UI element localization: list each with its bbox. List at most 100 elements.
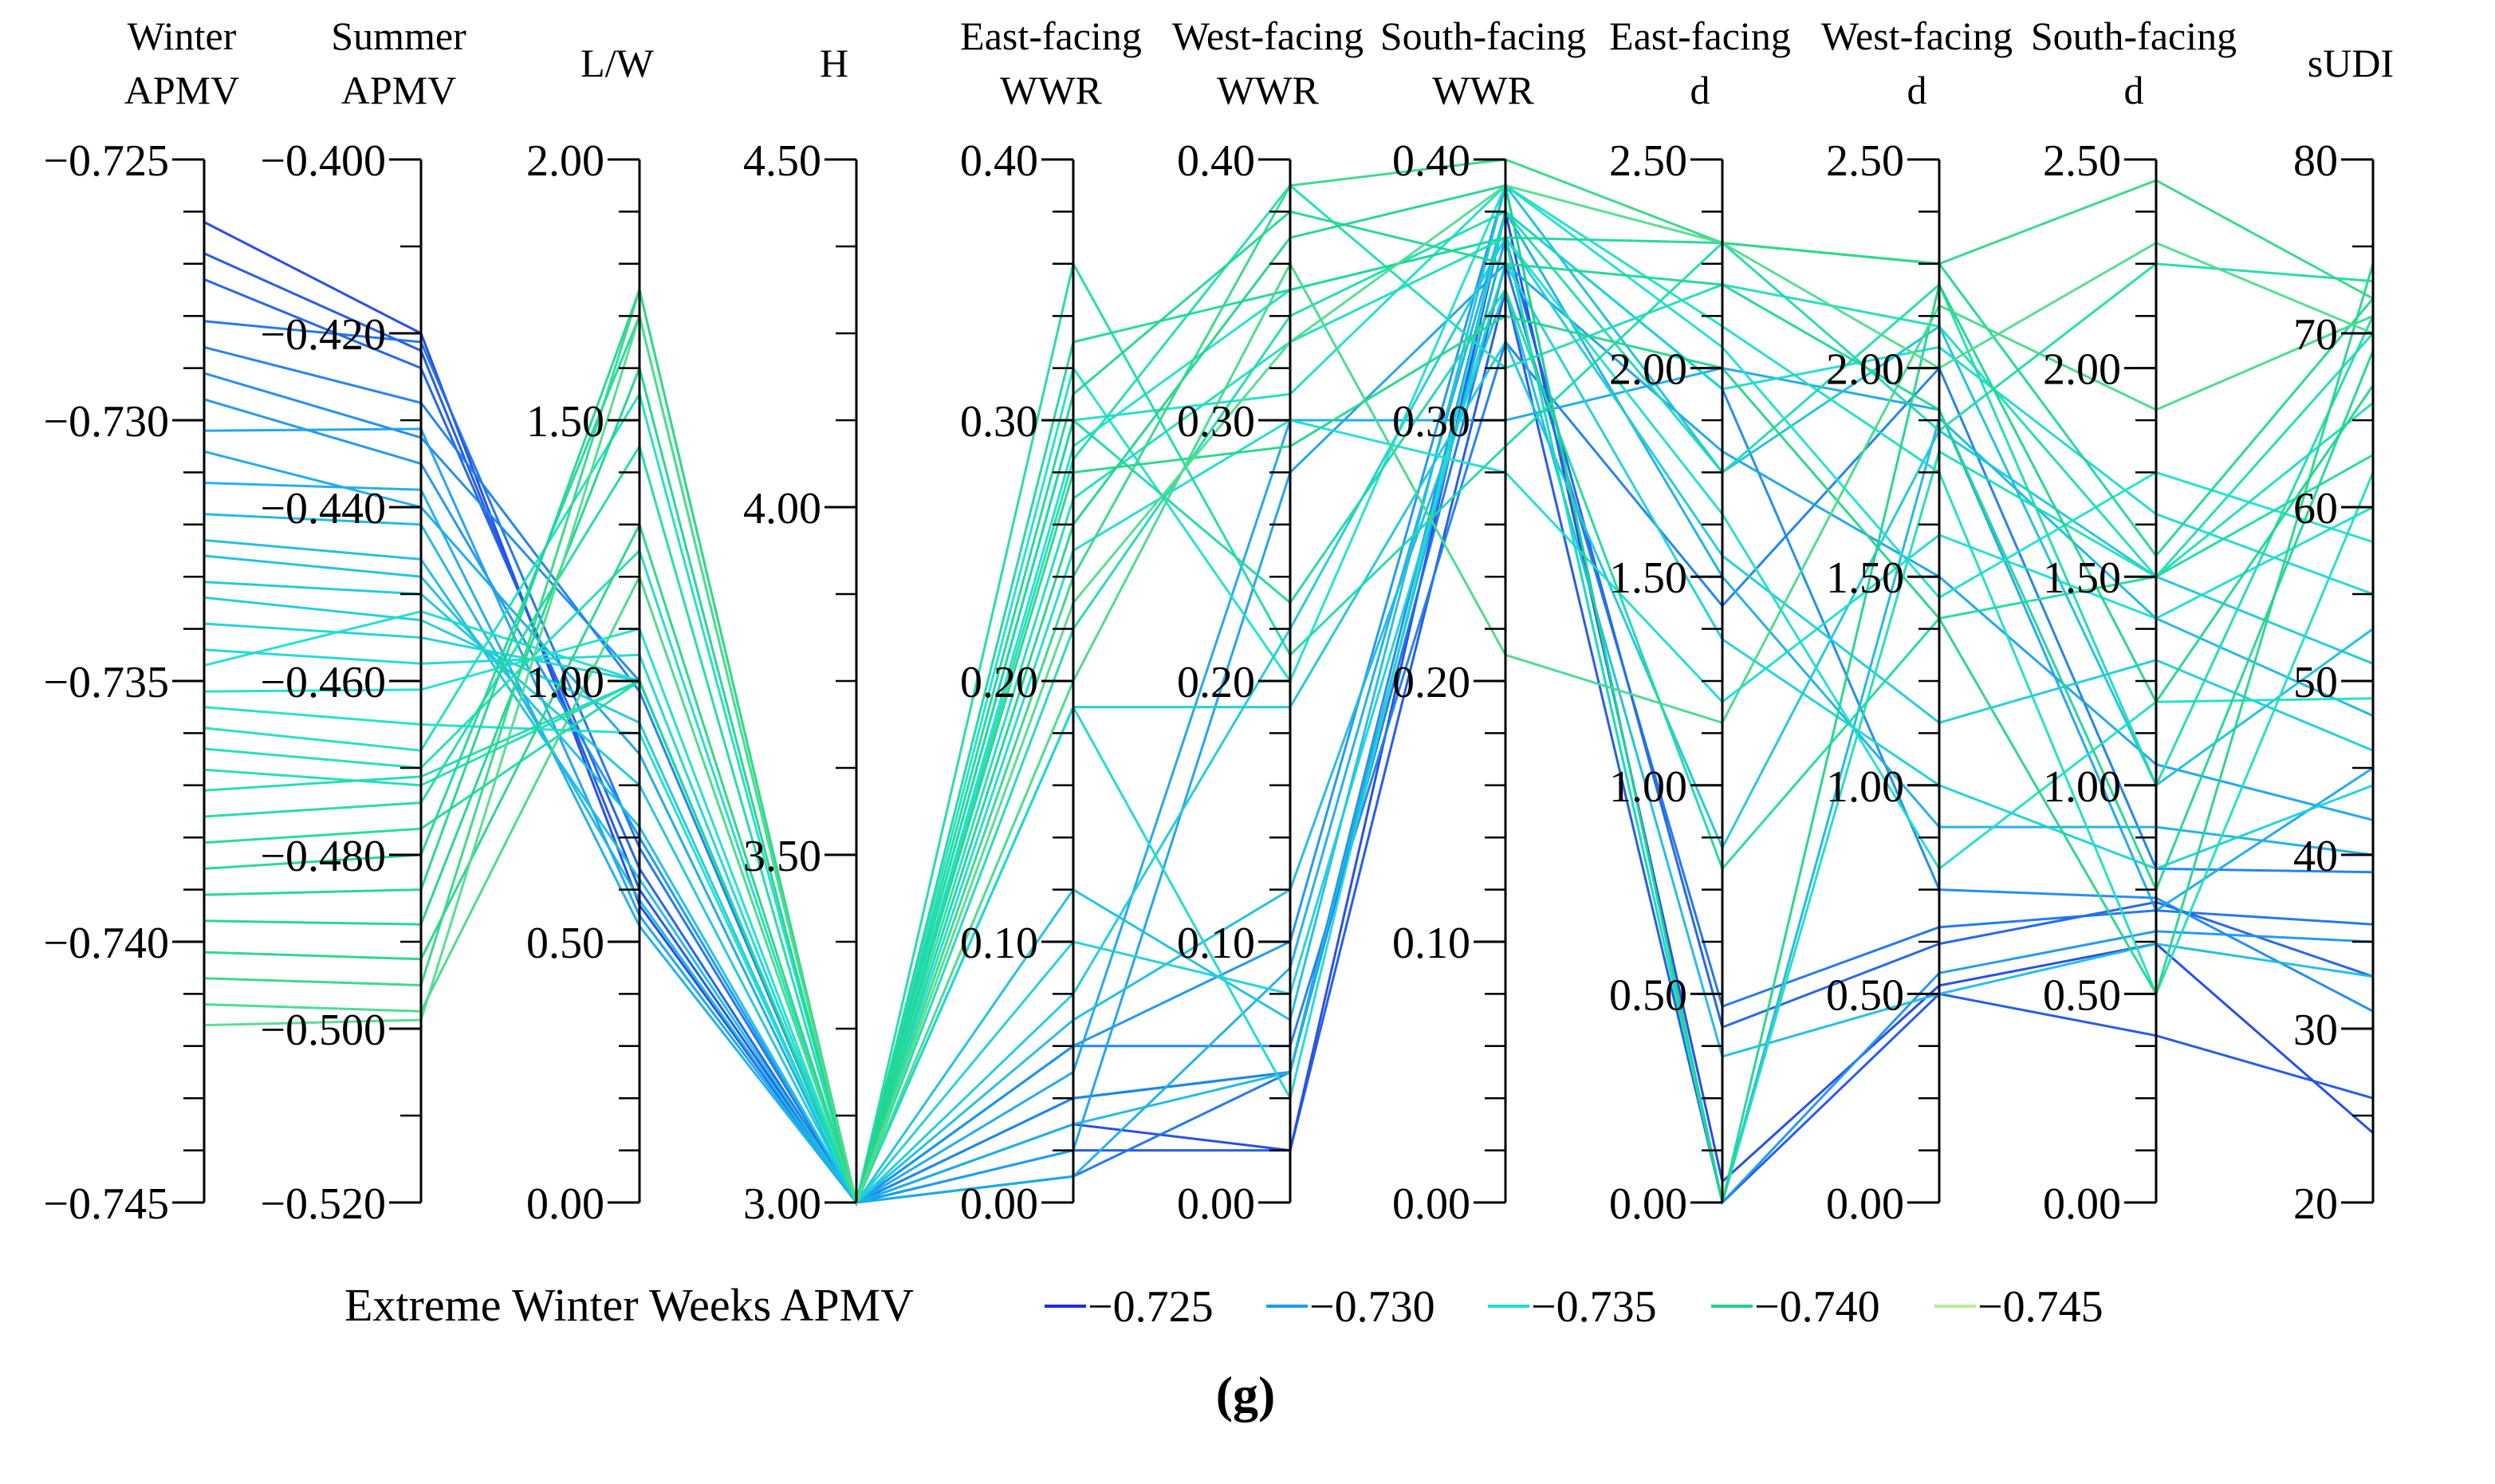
tick-label: 0.40	[1392, 136, 1470, 186]
tick-label: 2.00	[2043, 345, 2121, 395]
tick-label: 20	[2293, 1179, 2338, 1229]
axis-east_wwr: 0.40 0.30 0.20 0.10 0.00 East-facing WWR	[960, 14, 1142, 1229]
tick-label: 0.40	[1177, 136, 1255, 186]
tick-label: −0.520	[260, 1179, 386, 1229]
axis-sudi: 80 70 60 50 40 30 20 sUDI	[2293, 41, 2394, 1229]
tick-label: 2.50	[1826, 136, 1904, 186]
tick-label: 2.00	[1826, 345, 1904, 395]
axis-title: L/W	[580, 41, 654, 85]
axis-winter_apmv: −0.725 −0.730 −0.735 −0.740 −0.745 Winter APMV	[43, 14, 239, 1229]
tick-label: 0.00	[960, 1179, 1038, 1229]
axis-lw: 2.00 1.50 1.00 0.50 0.00 L/W	[526, 41, 655, 1229]
axis-title: H	[820, 41, 848, 85]
legend-label: −0.740	[1754, 1282, 1880, 1332]
axis-title: South-facing	[1380, 14, 1586, 58]
tick-label: 1.50	[526, 397, 604, 447]
tick-label: 0.10	[1177, 919, 1255, 968]
tick-label: 0.30	[960, 397, 1038, 447]
tick-label: 0.20	[960, 658, 1038, 707]
tick-label: 80	[2293, 136, 2338, 186]
axis-title: East-facing	[960, 14, 1142, 58]
legend-entry: −0.740	[1711, 1282, 1880, 1332]
tick-label: 0.00	[1392, 1179, 1470, 1229]
tick-label: −0.420	[260, 310, 386, 360]
tick-label: 0.30	[1177, 397, 1255, 447]
axis-title: WWR	[1432, 68, 1534, 112]
tick-label: 1.50	[1826, 553, 1904, 603]
axis-south_d: 2.50 2.00 1.50 1.00 0.50 0.00 South-facing d	[2031, 14, 2237, 1229]
tick-label: 2.00	[1609, 345, 1687, 395]
axis-south_wwr: 0.40 0.30 0.20 0.10 0.00 South-facing WWR	[1380, 14, 1586, 1229]
tick-label: 0.00	[1826, 1179, 1904, 1229]
tick-label: −0.500	[260, 1006, 386, 1055]
axis-title: WWR	[1000, 68, 1102, 112]
tick-label: −0.400	[260, 136, 386, 186]
tick-label: 0.50	[1826, 970, 1904, 1020]
tick-label: 3.00	[743, 1179, 821, 1229]
axis-title: APMV	[124, 68, 239, 112]
legend-label: −0.725	[1088, 1282, 1214, 1332]
tick-label: −0.735	[43, 658, 169, 707]
axis-title: sUDI	[2308, 41, 2394, 85]
axis-west_wwr: 0.40 0.30 0.20 0.10 0.00 West-facing WWR	[1172, 14, 1364, 1229]
tick-label: 2.00	[526, 136, 604, 186]
axis-title: West-facing	[1172, 14, 1364, 58]
color-legend: Extreme Winter Weeks APMV −0.725 −0.730 −0…	[344, 1279, 2103, 1332]
tick-label: 4.50	[743, 136, 821, 186]
tick-label: 0.50	[526, 919, 604, 968]
tick-label: 0.10	[1392, 919, 1470, 968]
tick-label: 50	[2293, 658, 2338, 707]
legend-entry: −0.745	[1934, 1282, 2103, 1332]
tick-label: 1.00	[1826, 762, 1904, 812]
tick-label: −0.460	[260, 658, 386, 707]
tick-label: 0.10	[960, 919, 1038, 968]
axis-title: d	[2124, 68, 2144, 112]
legend-title: Extreme Winter Weeks APMV	[344, 1279, 914, 1331]
tick-label: 30	[2293, 1006, 2338, 1055]
tick-label: 1.50	[2043, 553, 2121, 603]
tick-label: 1.50	[1609, 553, 1687, 603]
tick-label: 40	[2293, 832, 2338, 881]
axis-title: d	[1907, 68, 1927, 112]
tick-label: 2.50	[1609, 136, 1687, 186]
tick-label: 0.00	[526, 1179, 604, 1229]
tick-label: 1.00	[2043, 762, 2121, 812]
axis-title: Winter	[128, 14, 237, 58]
axis-h: 4.50 4.00 3.50 3.00 H	[743, 41, 858, 1229]
legend-label: −0.745	[1978, 1282, 2103, 1332]
tick-label: 4.00	[743, 484, 821, 533]
tick-label: −0.440	[260, 484, 386, 533]
axis-west_d: 2.50 2.00 1.50 1.00 0.50 0.00 West-facing d	[1821, 14, 2013, 1229]
tick-label: 1.00	[526, 658, 604, 707]
legend-entry: −0.735	[1488, 1282, 1657, 1332]
tick-label: 0.20	[1392, 658, 1470, 707]
tick-label: 70	[2293, 310, 2338, 360]
tick-label: 0.20	[1177, 658, 1255, 707]
axis-title: South-facing	[2031, 14, 2237, 58]
tick-label: 60	[2293, 484, 2338, 533]
tick-label: 0.30	[1392, 397, 1470, 447]
axis-title: APMV	[341, 68, 456, 112]
axis-east_d: 2.50 2.00 1.50 1.00 0.50 0.00 East-facing d	[1609, 14, 1791, 1229]
tick-label: −0.740	[43, 919, 169, 968]
tick-label: 0.50	[2043, 970, 2121, 1020]
tick-label: 0.00	[1609, 1179, 1687, 1229]
tick-label: −0.480	[260, 832, 386, 881]
tick-label: 3.50	[743, 832, 821, 881]
axis-summer_apmv: −0.400 −0.420 −0.440 −0.460 −0.480 −0.500 −0.5…	[260, 14, 466, 1229]
axis-title: Summer	[331, 14, 466, 58]
tick-label: −0.730	[43, 397, 169, 447]
axis-title: d	[1690, 68, 1710, 112]
axis-title: West-facing	[1821, 14, 2013, 58]
legend-entry: −0.730	[1266, 1282, 1435, 1332]
panel-label: (g)	[1216, 1366, 1276, 1423]
axis-title: WWR	[1217, 68, 1319, 112]
tick-label: 0.00	[2043, 1179, 2121, 1229]
tick-label: −0.745	[43, 1179, 169, 1229]
tick-label: 1.00	[1609, 762, 1687, 812]
tick-label: 2.50	[2043, 136, 2121, 186]
tick-label: 0.50	[1609, 970, 1687, 1020]
tick-label: −0.725	[43, 136, 169, 186]
